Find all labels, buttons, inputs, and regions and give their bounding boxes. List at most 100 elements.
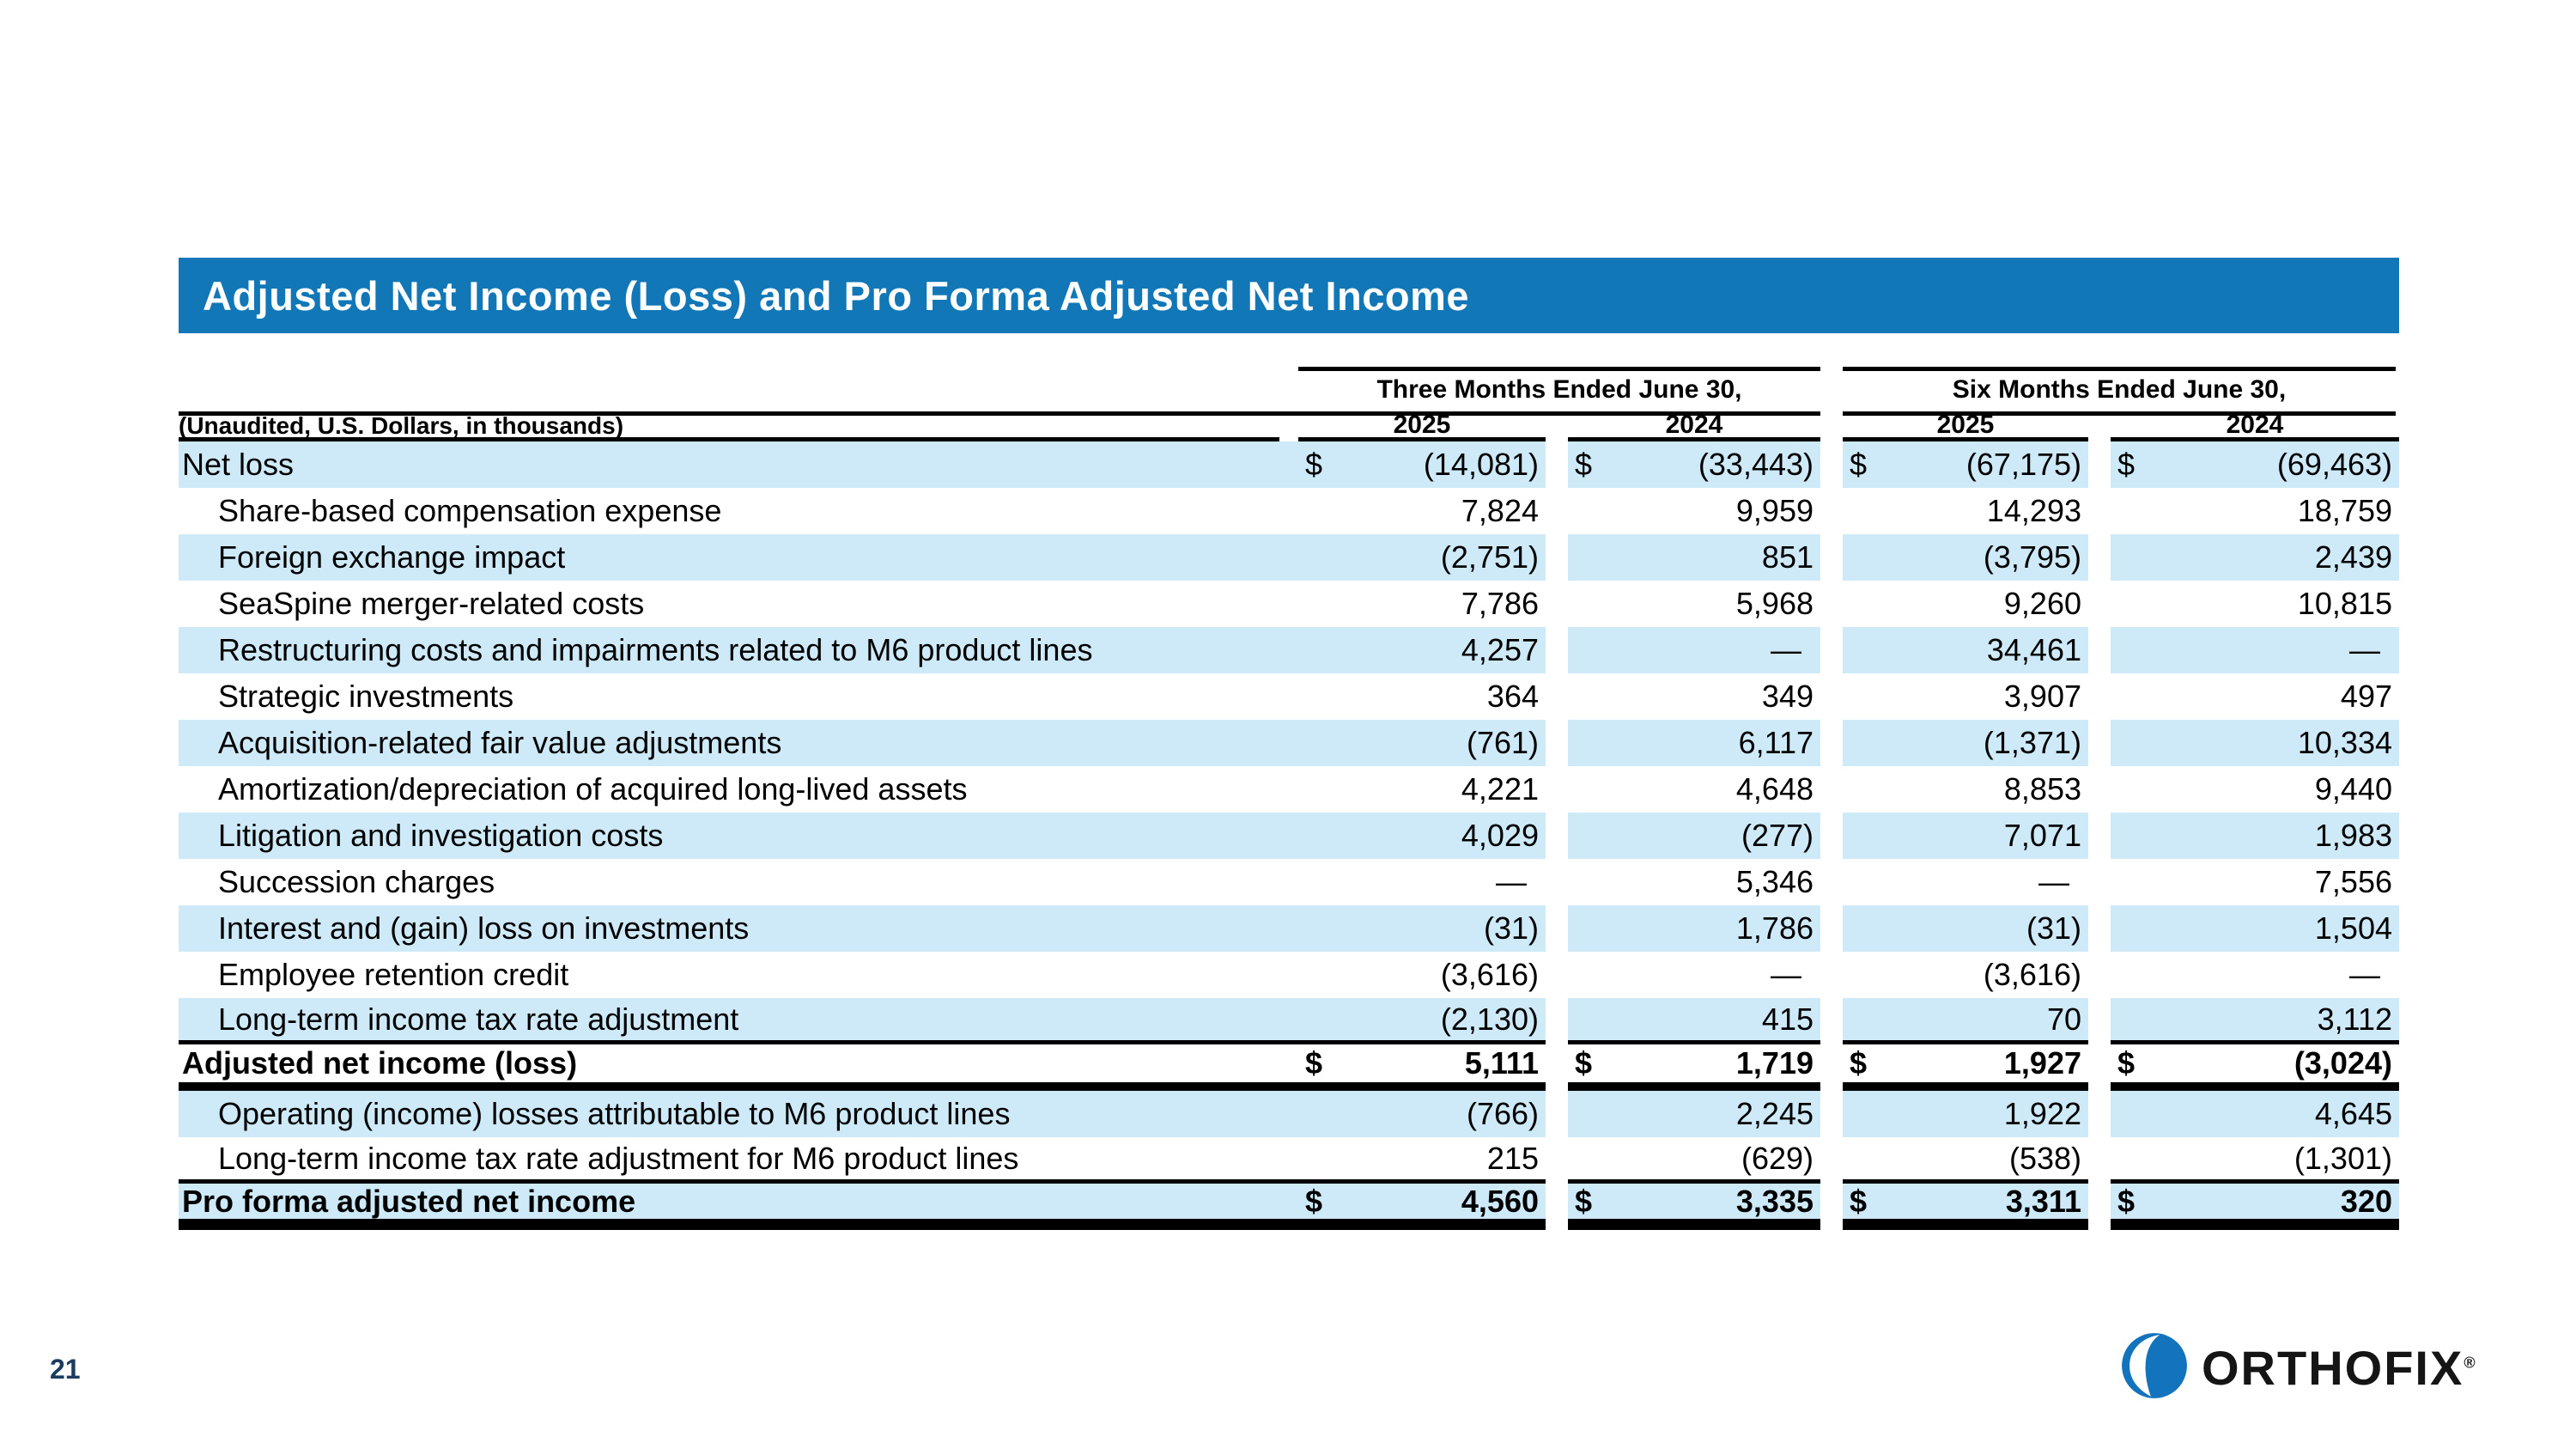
value-cell-3m-2025: (31) [1298, 905, 1546, 952]
three-months-top-rule [1298, 367, 1820, 371]
unaudited-note: (Unaudited, U.S. Dollars, in thousands) [179, 412, 624, 439]
column-gutter [2088, 952, 2111, 998]
value-6m-2024: (69,463) [2276, 447, 2392, 482]
dollar-sign: $ [1850, 1045, 1868, 1081]
value-6m-2025: (3,616) [1983, 957, 2081, 992]
value-3m-2025: 364 [1486, 679, 1539, 714]
value-3m-2024: 6,117 [1738, 725, 1814, 760]
value-6m-2025: 34,461 [1986, 632, 2081, 667]
value-6m-2025: 8,853 [2003, 771, 2081, 807]
table-row: Restructuring costs and impairments rela… [179, 627, 2399, 673]
row-label-cell: Interest and (gain) loss on investments … [179, 905, 1546, 952]
value-3m-2025: 7,786 [1461, 586, 1539, 621]
value-cell-6m-2025: 7,071 [1843, 813, 2088, 859]
row-label: Share-based compensation expense [218, 493, 722, 528]
value-cell-6m-2025: (3,795) [1843, 534, 2088, 581]
row-label-cell: Amortization/depreciation of acquired lo… [179, 766, 1546, 813]
value-6m-2024: (1,301) [2293, 1140, 2392, 1176]
table-row: Succession charges — 5,346 — 7,556 [179, 859, 2399, 905]
column-gutter [1546, 859, 1568, 905]
value-3m-2025: 4,029 [1461, 818, 1539, 853]
value-3m-2024: (277) [1741, 818, 1814, 853]
value-6m-2025: (3,795) [1983, 539, 2081, 575]
value-3m-2025: 5,111 [1464, 1045, 1539, 1081]
value-3m-2025: (31) [1483, 910, 1539, 946]
value-cell-3m-2025: 4,221 [1298, 766, 1546, 813]
column-gutter [1820, 534, 1843, 581]
table-row: Strategic investments 364 349 3,907 497 [179, 673, 2399, 720]
value-cell-6m-2024: 1,983 [2111, 813, 2399, 859]
value-cell-6m-2024: $ 320 [2111, 1184, 2399, 1230]
value-cell-3m-2025: 4,029 [1298, 813, 1546, 859]
row-label-cell: Pro forma adjusted net income $ 4,560 [179, 1184, 1546, 1230]
table-row: Litigation and investigation costs 4,029… [179, 813, 2399, 859]
value-3m-2024: 3,335 [1735, 1183, 1814, 1219]
value-cell-6m-2025: (538) [1843, 1137, 2088, 1184]
value-3m-2025: (14,081) [1423, 447, 1539, 482]
column-gutter [2088, 627, 2111, 673]
value-cell-3m-2025: — [1298, 859, 1546, 905]
dollar-sign: $ [1305, 1045, 1323, 1081]
value-6m-2024: 497 [2340, 679, 2392, 714]
value-cell-3m-2024: 851 [1568, 534, 1820, 581]
column-gutter [1546, 1137, 1568, 1184]
row-label-cell: Succession charges — [179, 859, 1546, 905]
value-cell-3m-2024: 6,117 [1568, 720, 1820, 766]
row-label-cell: Long-term income tax rate adjustment for… [179, 1137, 1546, 1184]
value-cell-3m-2024: — [1568, 952, 1820, 998]
column-gutter [1546, 1091, 1568, 1137]
value-3m-2024: 5,346 [1735, 864, 1814, 899]
row-label-cell: Operating (income) losses attributable t… [179, 1091, 1546, 1137]
logo-text: ORTHOFIX [2202, 1340, 2464, 1395]
value-cell-3m-2024: 1,786 [1568, 905, 1820, 952]
column-gutter [1546, 534, 1568, 581]
column-gutter [1820, 1091, 1843, 1137]
year-header-3m-2025: 2025 [1393, 411, 1451, 439]
value-6m-2024: 7,556 [2314, 864, 2392, 899]
row-label: Operating (income) losses attributable t… [218, 1096, 1011, 1131]
value-cell-6m-2025: (1,371) [1843, 720, 2088, 766]
value-3m-2024: (33,443) [1698, 447, 1814, 482]
row-label: Pro forma adjusted net income [182, 1183, 636, 1219]
page-title: Adjusted Net Income (Loss) and Pro Forma… [203, 272, 1469, 319]
column-gutter [1546, 1044, 1568, 1091]
row-label: Net loss [182, 447, 295, 482]
dollar-sign: $ [1850, 447, 1868, 482]
value-cell-6m-2024: (1,301) [2111, 1137, 2399, 1184]
value-cell-3m-2024: 5,346 [1568, 859, 1820, 905]
column-gutter [1820, 581, 1843, 627]
header-bottom-rule-col2 [1568, 437, 1820, 441]
value-cell-3m-2024: 9,959 [1568, 488, 1820, 534]
column-gutter [1820, 766, 1843, 813]
value-3m-2024: 1,786 [1735, 910, 1814, 946]
value-cell-3m-2025: $ 4,560 [1298, 1184, 1546, 1219]
row-label: Litigation and investigation costs [218, 818, 664, 853]
column-gutter [1546, 905, 1568, 952]
header-bottom-rule-col1 [1298, 437, 1546, 441]
value-3m-2025: 7,824 [1461, 493, 1539, 528]
value-6m-2025: 14,293 [1986, 493, 2081, 528]
value-3m-2024: — [1771, 957, 1801, 992]
value-6m-2025: (538) [2008, 1140, 2081, 1176]
value-6m-2024: — [2349, 957, 2380, 992]
value-cell-3m-2024: $ 3,335 [1568, 1184, 1820, 1230]
row-label: Acquisition-related fair value adjustmen… [218, 725, 782, 760]
header-bottom-rule-col4 [2111, 437, 2399, 441]
column-gutter [2088, 1184, 2111, 1230]
value-cell-3m-2024: — [1568, 627, 1820, 673]
column-gutter [1546, 1184, 1568, 1230]
value-3m-2024: 5,968 [1735, 586, 1814, 621]
column-gutter [1546, 766, 1568, 813]
value-cell-6m-2025: $ 3,311 [1843, 1184, 2088, 1230]
column-gutter [2088, 441, 2111, 488]
column-gutter [1546, 998, 1568, 1044]
dollar-sign: $ [2117, 1045, 2136, 1081]
value-cell-6m-2024: — [2111, 627, 2399, 673]
year-header-6m-2024: 2024 [2226, 411, 2284, 439]
column-gutter [1820, 673, 1843, 720]
value-3m-2024: (629) [1741, 1140, 1814, 1176]
value-cell-6m-2025: 9,260 [1843, 581, 2088, 627]
table-row: Long-term income tax rate adjustment for… [179, 1137, 2399, 1184]
header-mid-rule-left [179, 411, 1820, 416]
value-6m-2024: (3,024) [2293, 1045, 2392, 1081]
